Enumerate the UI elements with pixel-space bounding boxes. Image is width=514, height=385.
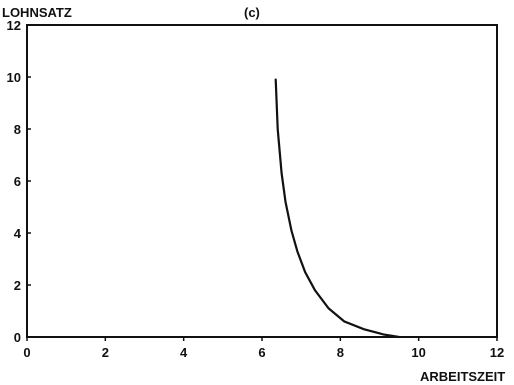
x-tick-label: 2 <box>102 345 109 360</box>
y-tick-label: 2 <box>14 278 21 293</box>
y-tick-label: 10 <box>7 70 21 85</box>
x-tick-label: 10 <box>411 345 425 360</box>
y-ticks: 0 2 4 6 8 10 12 <box>7 18 31 345</box>
y-tick-label: 6 <box>14 174 21 189</box>
panel-label: (c) <box>244 5 260 20</box>
x-axis-title: ARBEITSZEIT <box>420 369 505 384</box>
y-tick-label: 8 <box>14 122 21 137</box>
x-tick-label: 12 <box>490 345 504 360</box>
x-tick-label: 4 <box>180 345 188 360</box>
x-tick-label: 6 <box>258 345 265 360</box>
x-tick-label: 8 <box>337 345 344 360</box>
supply-curve-line <box>274 78 401 339</box>
y-tick-label: 4 <box>14 226 22 241</box>
y-tick-label: 0 <box>14 330 21 345</box>
y-tick-label: 12 <box>7 18 21 33</box>
x-tick-label: 0 <box>23 345 30 360</box>
x-ticks: 0 2 4 6 8 10 12 <box>23 337 504 360</box>
y-axis-title: LOHNSATZ <box>2 5 72 20</box>
plot-frame <box>26 24 498 338</box>
